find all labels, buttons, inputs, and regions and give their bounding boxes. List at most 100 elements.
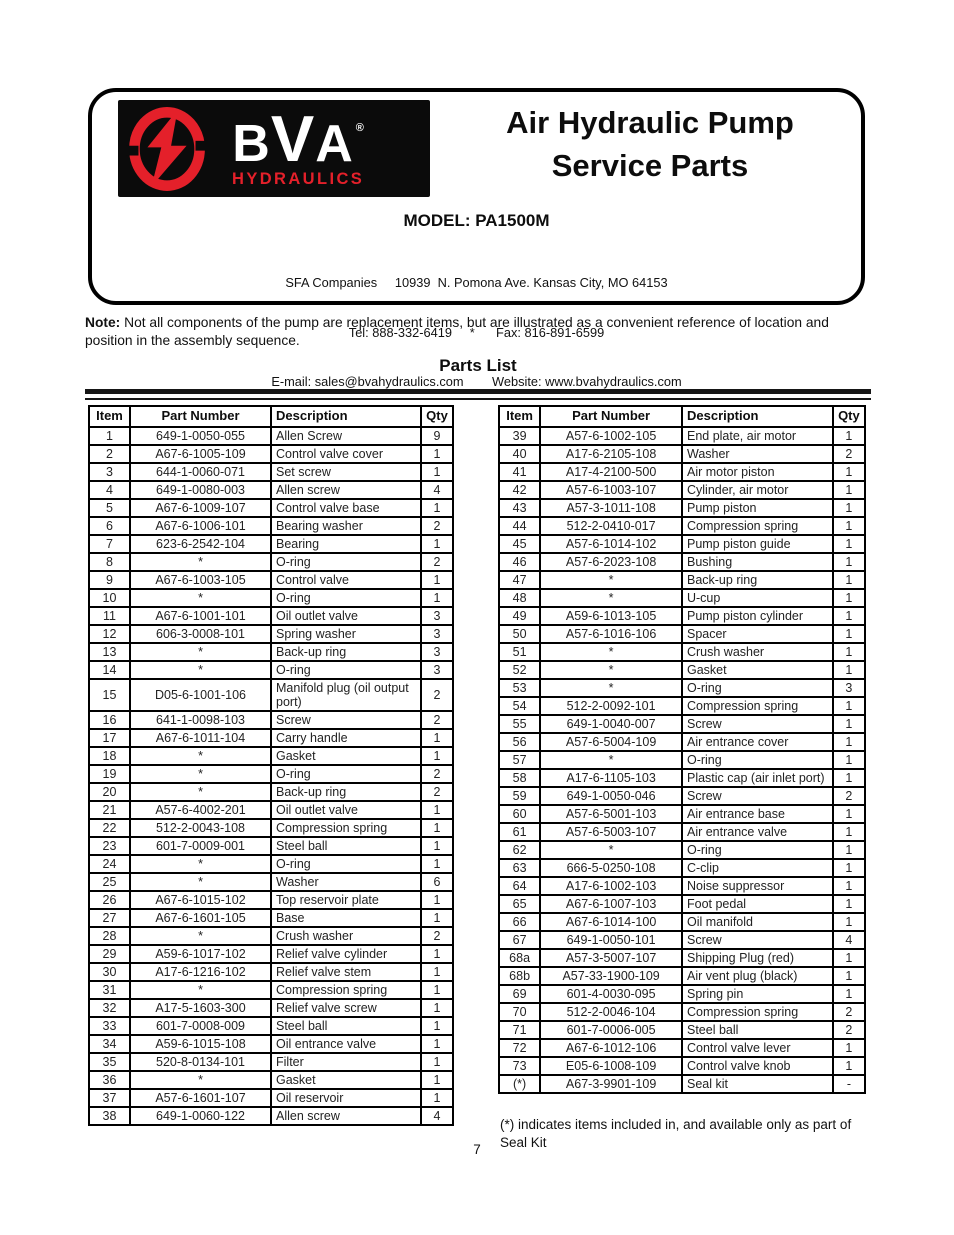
qty-cell: 1 (831, 551, 867, 572)
description-cell: Top reservoir plate (270, 889, 422, 910)
qty-cell: 1 (831, 1037, 867, 1058)
table-row: 66 A67-6-1014-100 Oil manifold 1 (497, 911, 867, 932)
item-cell: 71 (497, 1019, 542, 1040)
table-row: 63 666-5-0250-108 C-clip 1 (497, 857, 867, 878)
table-row: 8 * O-ring 2 (88, 551, 454, 572)
part-number-cell: A57-6-1002-105 (539, 425, 683, 446)
part-number-cell: * (539, 749, 683, 770)
note-paragraph: Note: Not all components of the pump are… (85, 314, 879, 350)
qty-cell: 1 (420, 817, 454, 838)
part-number-cell: A57-6-5001-103 (539, 803, 683, 824)
description-cell: Oil manifold (680, 911, 834, 932)
part-number-cell: 623-6-2542-104 (129, 533, 272, 554)
part-number-cell: A57-6-2023-108 (539, 551, 683, 572)
item-cell: 5 (88, 497, 131, 518)
description-cell: Air entrance base (680, 803, 834, 824)
item-cell: 58 (497, 767, 542, 788)
part-number-cell: * (129, 587, 272, 608)
qty-cell: 1 (420, 745, 454, 766)
qty-cell: 1 (831, 947, 867, 968)
col-header-qty: Qty (420, 405, 454, 428)
table-row: 49 A59-6-1013-105 Pump piston cylinder 1 (497, 605, 867, 626)
document-title-line1: Air Hydraulic Pump (506, 105, 794, 140)
item-cell: 62 (497, 839, 542, 860)
table-row: 7 623-6-2542-104 Bearing 1 (88, 533, 454, 554)
part-number-cell: 649-1-0080-003 (129, 479, 272, 500)
qty-cell: 4 (831, 929, 867, 950)
table-row: 57 * O-ring 1 (497, 749, 867, 770)
item-cell: 14 (88, 659, 131, 680)
description-cell: Back-up ring (270, 781, 422, 802)
part-number-cell: A17-5-1603-300 (129, 997, 272, 1018)
table-row: 1 649-1-0050-055 Allen Screw 9 (88, 425, 454, 446)
description-cell: Control valve knob (680, 1055, 834, 1076)
horizontal-rule-thin (85, 398, 871, 400)
description-cell: Control valve (270, 569, 422, 590)
description-cell: Air entrance valve (680, 821, 834, 842)
seal-kit-footnote: (*) indicates items included in, and ava… (500, 1117, 852, 1150)
item-cell: 70 (497, 1001, 542, 1022)
part-number-cell: A57-3-5007-107 (539, 947, 683, 968)
part-number-cell: 641-1-0098-103 (129, 709, 272, 730)
table-row: 55 649-1-0040-007 Screw 1 (497, 713, 867, 734)
part-number-cell: 601-7-0006-005 (539, 1019, 683, 1040)
item-cell: 7 (88, 533, 131, 554)
description-cell: Filter (270, 1051, 422, 1072)
qty-cell: 1 (831, 425, 867, 446)
table-row: 45 A57-6-1014-102 Pump piston guide 1 (497, 533, 867, 554)
company-phone-line: Tel: 888-332-6419 * Fax: 816-891-6599 (348, 324, 605, 340)
item-cell: 9 (88, 569, 131, 590)
parts-table-right: Item Part Number Description Qty 39 A57-6-100… (497, 405, 867, 1094)
item-cell: 43 (497, 497, 542, 518)
item-cell: 30 (88, 961, 131, 982)
item-cell: 6 (88, 515, 131, 536)
part-number-cell: * (539, 587, 683, 608)
col-header-qty: Qty (831, 405, 867, 428)
part-number-cell: A67-3-9901-109 (539, 1073, 683, 1094)
description-cell: C-clip (680, 857, 834, 878)
description-cell: Control valve lever (680, 1037, 834, 1058)
qty-cell: 1 (420, 1069, 454, 1090)
description-cell: Steel ball (270, 835, 422, 856)
part-number-cell: D05-6-1001-106 (129, 677, 272, 712)
table-row: 31 * Compression spring 1 (88, 979, 454, 1000)
item-cell: 54 (497, 695, 542, 716)
table-row: 21 A57-6-4002-201 Oil outlet valve 1 (88, 799, 454, 820)
description-cell: Allen Screw (270, 425, 422, 446)
logo-letter-b: B (232, 114, 271, 173)
item-cell: 28 (88, 925, 131, 946)
table-row: 32 A17-5-1603-300 Relief valve screw 1 (88, 997, 454, 1018)
description-cell: Foot pedal (680, 893, 834, 914)
table-header-row: Item Part Number Description Qty (88, 405, 454, 428)
item-cell: 24 (88, 853, 131, 874)
item-cell: 22 (88, 817, 131, 838)
page-number: 7 (473, 1142, 481, 1157)
qty-cell: 1 (831, 623, 867, 644)
qty-cell: 1 (831, 857, 867, 878)
qty-cell: 1 (420, 889, 454, 910)
table-row: 9 A67-6-1003-105 Control valve 1 (88, 569, 454, 590)
table-row: 53 * O-ring 3 (497, 677, 867, 698)
description-cell: Screw (680, 713, 834, 734)
parts-table-left: Item Part Number Description Qty 1 649-1-0050… (88, 405, 454, 1126)
logo-sub-brand: HYDRAULICS (232, 170, 365, 189)
table-row: 73 E05-6-1008-109 Control valve knob 1 (497, 1055, 867, 1076)
part-number-cell: E05-6-1008-109 (539, 1055, 683, 1076)
part-number-cell: A59-6-1017-102 (129, 943, 272, 964)
part-number-cell: A59-6-1013-105 (539, 605, 683, 626)
col-header-description: Description (680, 405, 834, 428)
lightning-bolt-icon (126, 106, 208, 191)
part-number-cell: A67-6-1014-100 (539, 911, 683, 932)
part-number-cell: A67-6-1001-101 (129, 605, 272, 626)
description-cell: O-ring (270, 659, 422, 680)
item-cell: 20 (88, 781, 131, 802)
part-number-cell: 520-8-0134-101 (129, 1051, 272, 1072)
item-cell: 34 (88, 1033, 131, 1054)
horizontal-rule-thick (85, 389, 871, 394)
table-row: 58 A17-6-1105-103 Plastic cap (air inlet p… (497, 767, 867, 788)
table-row: 3 644-1-0060-071 Set screw 1 (88, 461, 454, 482)
table-row: 43 A57-3-1011-108 Pump piston 1 (497, 497, 867, 518)
table-row: 18 * Gasket 1 (88, 745, 454, 766)
table-row: 30 A17-6-1216-102 Relief valve stem 1 (88, 961, 454, 982)
